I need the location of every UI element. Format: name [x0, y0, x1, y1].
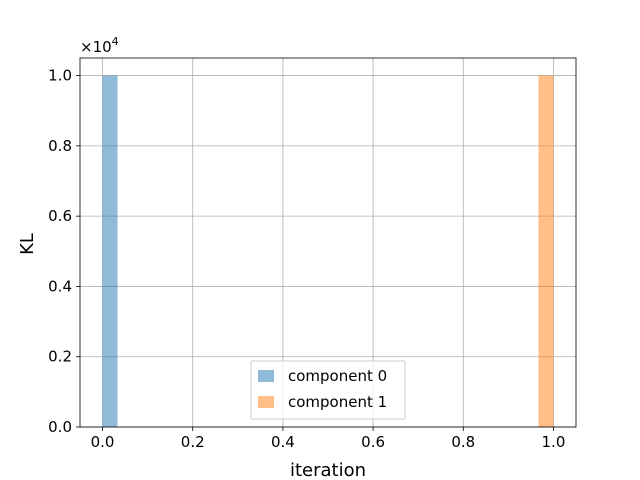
y-tick-label: 0.8	[48, 137, 72, 155]
axes	[79, 57, 577, 428]
legend-box	[250, 360, 406, 420]
bar-component-0	[102, 75, 118, 428]
x-tick-label: 0.4	[271, 433, 295, 451]
legend-swatch-1	[258, 396, 274, 408]
y-tick-label: 1.0	[48, 67, 72, 85]
x-tick-label: 0.2	[181, 433, 205, 451]
x-tick-label: 1.0	[542, 433, 566, 451]
y-ticks: 0.0 0.2 0.4 0.6 0.8 1.0	[48, 67, 80, 436]
x-tick-label: 0.8	[451, 433, 475, 451]
bars	[102, 75, 554, 428]
legend-swatch-0	[258, 370, 274, 382]
y-tick-label: 0.4	[48, 277, 72, 295]
axes-frame	[79, 57, 577, 428]
y-offset-label: ×104	[80, 35, 119, 56]
legend: component 0 component 1	[250, 360, 406, 420]
y-tick-label: 0.0	[48, 418, 72, 436]
x-axis-label: iteration	[290, 460, 366, 480]
y-tick-label: 0.6	[48, 207, 72, 225]
x-tick-label: 0.0	[91, 433, 115, 451]
x-ticks: 0.0 0.2 0.4 0.6 0.8 1.0	[91, 427, 566, 451]
bar-component-1	[538, 75, 554, 428]
legend-label-0: component 0	[288, 367, 387, 385]
legend-label-1: component 1	[288, 393, 387, 411]
y-axis-label: KL	[17, 233, 38, 255]
x-tick-label: 0.6	[361, 433, 385, 451]
grid	[80, 58, 576, 428]
y-tick-label: 0.2	[48, 348, 72, 366]
